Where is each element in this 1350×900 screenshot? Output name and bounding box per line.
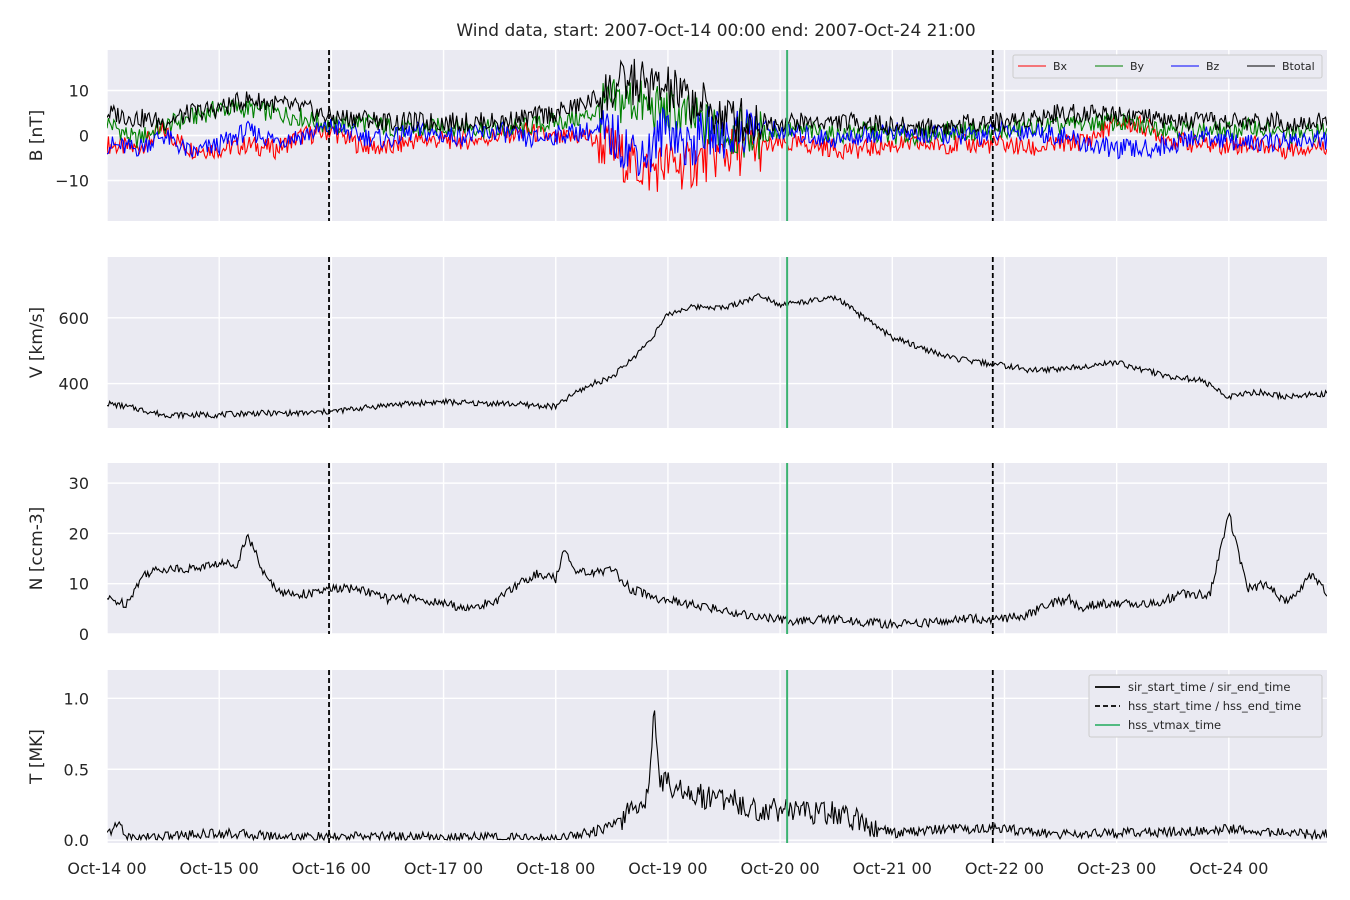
x-tick-label: Oct-24 00 (1189, 859, 1268, 878)
y-tick-label: 10 (69, 575, 89, 594)
panel-n: 0 10 20 30 N [ccm-3] (27, 463, 1327, 644)
series-line-t (107, 710, 1327, 842)
series-line-n (107, 512, 1327, 630)
plot-area-v (107, 257, 1327, 428)
x-tick-label: Oct-15 00 (180, 859, 259, 878)
series-line-bx (107, 114, 1327, 192)
legend-label: Btotal (1282, 60, 1315, 73)
y-axis-label: B [nT] (27, 110, 47, 162)
series-line-bz (107, 106, 1327, 177)
y-axis-label: V [km/s] (27, 307, 47, 378)
plot-area-n (107, 463, 1327, 634)
legend-label: hss_vtmax_time (1128, 718, 1221, 732)
x-tick-label: Oct-14 00 (67, 859, 146, 878)
legend-label: sir_start_time / sir_end_time (1128, 680, 1290, 694)
y-tick-label: 0.0 (64, 831, 89, 850)
b-legend: Bx By Bz Btotal (1012, 54, 1323, 79)
panel-v: 400 600 V [km/s] (27, 257, 1327, 428)
figure-title: Wind data, start: 2007-Oct-14 00:00 end:… (456, 21, 975, 41)
y-tick-label: 400 (58, 375, 89, 394)
x-tick-label: Oct-23 00 (1077, 859, 1156, 878)
legend-label: Bx (1053, 60, 1068, 73)
b-legend-box (1012, 54, 1323, 79)
t-legend-box (1088, 674, 1323, 738)
x-tick-label: Oct-17 00 (404, 859, 483, 878)
x-tick-label: Oct-20 00 (740, 859, 819, 878)
x-tick-label: Oct-21 00 (853, 859, 932, 878)
y-tick-label: −10 (55, 172, 89, 191)
y-tick-label: 10 (69, 82, 89, 101)
legend-label: hss_start_time / hss_end_time (1128, 699, 1301, 713)
y-axis-label: T [MK] (27, 729, 47, 785)
y-tick-label: 0 (79, 625, 89, 644)
legend-label: Bz (1206, 60, 1220, 73)
y-axis-label: N [ccm-3] (27, 507, 47, 591)
series-line-v (107, 293, 1327, 420)
x-tick-label: Oct-16 00 (292, 859, 371, 878)
legend-label: By (1130, 60, 1145, 73)
x-tick-label: Oct-19 00 (628, 859, 707, 878)
x-tick-label: Oct-18 00 (516, 859, 595, 878)
y-tick-label: 0.5 (64, 760, 89, 779)
y-tick-label: 1.0 (64, 689, 89, 708)
series-line-btotal (107, 58, 1327, 144)
y-tick-label: 600 (58, 309, 89, 328)
x-tick-label: Oct-22 00 (965, 859, 1044, 878)
y-tick-label: 20 (69, 524, 89, 543)
y-tick-label: 30 (69, 474, 89, 493)
y-tick-label: 0 (79, 127, 89, 146)
x-axis-tick-labels: Oct-14 00 Oct-15 00 Oct-16 00 Oct-17 00 Oct-… (67, 859, 1268, 878)
t-legend: sir_start_time / sir_end_time hss_start_t… (1088, 674, 1323, 738)
